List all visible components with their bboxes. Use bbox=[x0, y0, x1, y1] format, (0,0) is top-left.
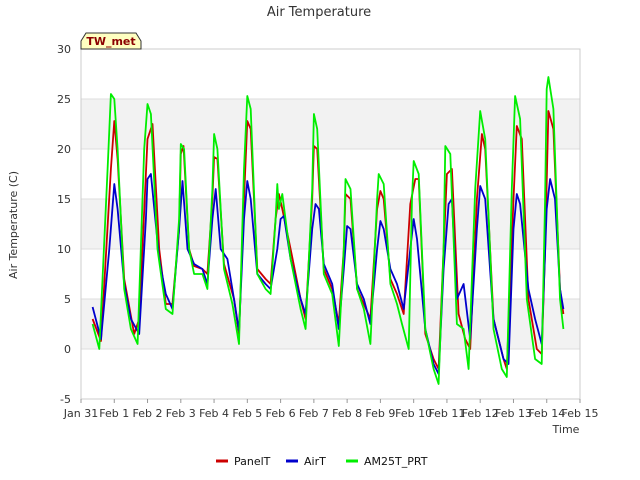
x-tick-label: Feb 1 bbox=[99, 407, 129, 420]
series-lines bbox=[91, 76, 565, 385]
x-tick-label: Feb 11 bbox=[428, 407, 465, 420]
y-tick-label: 25 bbox=[57, 93, 71, 106]
plot-frame bbox=[80, 48, 581, 400]
band-20-to-25 bbox=[81, 99, 580, 149]
band-10-to-15 bbox=[81, 199, 580, 249]
x-tick-label: Feb 10 bbox=[395, 407, 432, 420]
x-tick-label: Feb 14 bbox=[528, 407, 565, 420]
x-tick-label: Feb 8 bbox=[332, 407, 362, 420]
legend-label: AM25T_PRT bbox=[364, 455, 428, 468]
badge-label: TW_met bbox=[86, 35, 135, 48]
y-tick-label: 15 bbox=[57, 193, 71, 206]
x-tick-label: Feb 3 bbox=[166, 407, 196, 420]
y-axis-ticks: -5 0 5 10 15 20 25 30 bbox=[57, 43, 71, 406]
x-tick-label: Jan 31 bbox=[63, 407, 98, 420]
y-tick-label: 30 bbox=[57, 43, 71, 56]
y-tick-label: 20 bbox=[57, 143, 71, 156]
x-tick-label: Feb 4 bbox=[199, 407, 229, 420]
x-tick-label: Feb 2 bbox=[133, 407, 163, 420]
series-line-am25t-prt bbox=[91, 76, 565, 385]
y-axis-label: Air Temperature (C) bbox=[7, 171, 20, 279]
tw-met-badge: TW_met bbox=[80, 32, 142, 50]
band-0-to-5 bbox=[81, 299, 580, 349]
legend-label: AirT bbox=[304, 455, 326, 468]
x-axis-ticks: Jan 31 Feb 1 Feb 2 Feb 3 Feb 4 Feb 5 Feb 6 Feb … bbox=[63, 399, 599, 420]
x-tick-label: Feb 7 bbox=[299, 407, 329, 420]
band-25-to-30 bbox=[81, 49, 580, 99]
y-tick-label: 0 bbox=[64, 343, 71, 356]
x-tick-label: Feb 6 bbox=[266, 407, 296, 420]
x-tick-label: Feb 13 bbox=[495, 407, 532, 420]
legend-label: PanelT bbox=[234, 455, 271, 468]
y-tick-label: 5 bbox=[64, 293, 71, 306]
y-tick-label: -5 bbox=[60, 393, 71, 406]
x-tick-label: Feb 9 bbox=[365, 407, 395, 420]
y-tick-label: 10 bbox=[57, 243, 71, 256]
x-tick-label: Feb 12 bbox=[462, 407, 499, 420]
chart-title: Air Temperature bbox=[267, 5, 371, 20]
x-tick-label: Feb 5 bbox=[232, 407, 262, 420]
band-15-to-20 bbox=[81, 149, 580, 199]
legend: PanelT AirT AM25T_PRT bbox=[216, 455, 428, 468]
band--5-to-0 bbox=[81, 349, 580, 399]
plot-background-bands bbox=[81, 49, 580, 399]
x-tick-label: Feb 15 bbox=[562, 407, 599, 420]
x-axis-label: Time bbox=[552, 423, 580, 436]
